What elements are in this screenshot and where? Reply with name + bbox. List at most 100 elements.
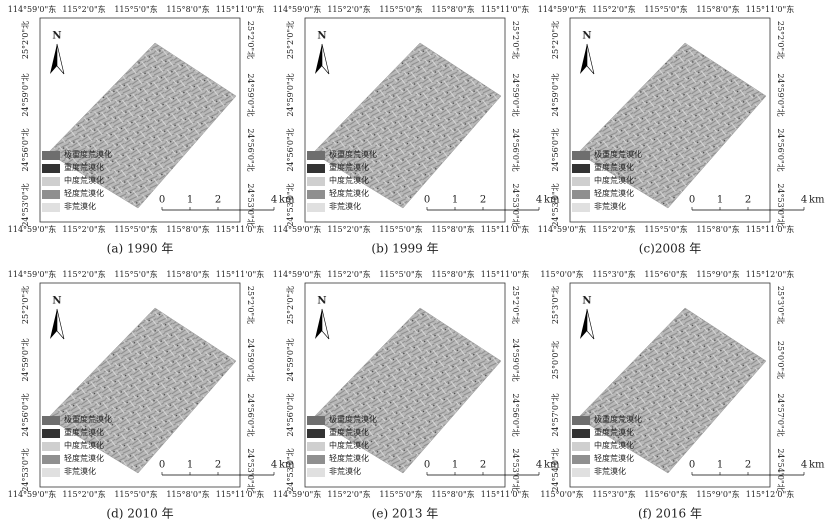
map-area <box>312 42 502 209</box>
north-arrow <box>586 308 595 340</box>
lat-label-right: 25°2'0"北 <box>511 286 520 324</box>
lon-label-top: 115°5'0"东 <box>379 269 422 279</box>
lat-label-left: 24°56'0"北 <box>551 128 560 171</box>
legend-swatch <box>307 429 325 438</box>
lon-label-top: 115°9'0"东 <box>696 269 739 279</box>
legend-label: 非荒漠化 <box>329 201 361 211</box>
north-arrow <box>580 44 587 74</box>
lon-label-top: 115°2'0"东 <box>62 4 105 14</box>
legend-label: 重度荒漠化 <box>329 162 369 172</box>
north-arrow <box>321 43 330 75</box>
lat-label-left: 24°53'0"北 <box>286 183 295 226</box>
lon-label-top: 114°59'0"东 <box>8 4 56 14</box>
legend-label: 极重度荒漠化 <box>329 414 377 424</box>
lat-label-left: 24°53'0"北 <box>286 448 295 491</box>
lon-label-top: 115°2'0"东 <box>62 269 105 279</box>
legend-swatch <box>307 468 325 477</box>
legend-label: 中度荒漠化 <box>64 175 104 185</box>
lon-label-bottom: 115°2'0"东 <box>62 224 105 234</box>
legend-label: 中度荒漠化 <box>329 440 369 450</box>
caption: (f) 2016 年 <box>638 507 702 521</box>
lat-label-left: 24°53'0"北 <box>21 183 30 226</box>
north-label: N <box>52 296 61 307</box>
lat-label-left: 24°59'0"北 <box>551 73 560 116</box>
lon-label-top: 114°59'0"东 <box>8 269 56 279</box>
lat-label-right: 24°53'0"北 <box>246 448 255 491</box>
scale-label: 2 <box>215 460 221 471</box>
lat-label-right: 24°59'0"北 <box>776 73 785 116</box>
lat-label-right: 24°54'0"北 <box>776 448 785 491</box>
lon-label-top: 115°2'0"东 <box>327 4 370 14</box>
legend-swatch <box>42 468 60 477</box>
lon-label-bottom: 115°5'0"东 <box>644 224 687 234</box>
caption: (e) 2013 年 <box>372 507 439 521</box>
legend-swatch <box>572 429 590 438</box>
lat-label-right: 24°59'0"北 <box>511 338 520 381</box>
lon-label-bottom: 115°5'0"东 <box>114 224 157 234</box>
lon-label-top: 115°5'0"东 <box>644 4 687 14</box>
lat-label-right: 24°53'0"北 <box>776 183 785 226</box>
scale-label: 2 <box>215 195 221 206</box>
legend-swatch <box>42 416 60 425</box>
lon-label-bottom: 115°8'0"东 <box>431 489 474 499</box>
lon-label-top: 115°5'0"东 <box>379 4 422 14</box>
lon-label-bottom: 115°0'0"东 <box>540 489 583 499</box>
lat-label-left: 24°59'0"北 <box>286 73 295 116</box>
legend-label: 中度荒漠化 <box>329 175 369 185</box>
lon-label-top: 114°59'0"东 <box>538 4 586 14</box>
scale-unit: km <box>279 195 295 206</box>
north-label: N <box>52 31 61 42</box>
legend-swatch <box>572 442 590 451</box>
legend-label: 非荒漠化 <box>594 201 626 211</box>
lat-label-right: 25°2'0"北 <box>246 286 255 324</box>
lon-label-bottom: 114°59'0"东 <box>273 489 321 499</box>
lat-label-left: 24°56'0"北 <box>21 393 30 436</box>
map-area <box>47 307 237 474</box>
legend-label: 非荒漠化 <box>64 466 96 476</box>
legend-swatch <box>42 164 60 173</box>
scale-label: 1 <box>452 195 458 206</box>
caption: (d) 2010 年 <box>106 507 173 521</box>
lon-label-bottom: 115°11'0"东 <box>481 489 529 499</box>
north-arrow <box>56 308 65 340</box>
lon-label-top: 115°5'0"东 <box>114 4 157 14</box>
lat-label-right: 24°56'0"北 <box>246 128 255 171</box>
lat-label-left: 25°2'0"北 <box>551 21 560 59</box>
lon-label-bottom: 115°8'0"东 <box>431 224 474 234</box>
legend-label: 极重度荒漠化 <box>594 414 642 424</box>
lon-label-top: 115°8'0"东 <box>431 269 474 279</box>
lat-label-left: 24°57'0"北 <box>551 393 560 436</box>
lon-label-bottom: 115°11'0"东 <box>746 224 794 234</box>
lat-label-left: 25°2'0"北 <box>286 21 295 59</box>
legend-swatch <box>572 468 590 477</box>
lon-label-bottom: 114°59'0"东 <box>538 224 586 234</box>
legend-label: 重度荒漠化 <box>329 427 369 437</box>
scale-label: 4 <box>271 195 277 206</box>
legend-swatch <box>307 190 325 199</box>
legend-label: 非荒漠化 <box>64 201 96 211</box>
lon-label-bottom: 115°2'0"东 <box>327 224 370 234</box>
legend-swatch <box>42 177 60 186</box>
legend-swatch <box>307 416 325 425</box>
lat-label-left: 24°59'0"北 <box>21 73 30 116</box>
lat-label-left: 24°53'0"北 <box>21 448 30 491</box>
lon-label-bottom: 115°5'0"东 <box>379 224 422 234</box>
north-label: N <box>582 31 591 42</box>
map-area <box>577 42 767 209</box>
lat-label-right: 24°56'0"北 <box>776 128 785 171</box>
lon-label-bottom: 114°59'0"东 <box>8 224 56 234</box>
legend-swatch <box>307 455 325 464</box>
lat-label-right: 24°53'0"北 <box>511 448 520 491</box>
legend-swatch <box>42 429 60 438</box>
lon-label-top: 115°11'0"东 <box>746 4 794 14</box>
legend-label: 轻度荒漠化 <box>64 188 104 198</box>
legend-label: 重度荒漠化 <box>594 427 634 437</box>
scale-unit: km <box>279 460 295 471</box>
lat-label-right: 25°2'0"北 <box>776 21 785 59</box>
caption: (a) 1990 年 <box>107 242 174 256</box>
lon-label-top: 115°5'0"东 <box>114 269 157 279</box>
legend-label: 极重度荒漠化 <box>594 149 642 159</box>
lat-label-left: 25°2'0"北 <box>286 286 295 324</box>
lon-label-bottom: 115°2'0"东 <box>327 489 370 499</box>
